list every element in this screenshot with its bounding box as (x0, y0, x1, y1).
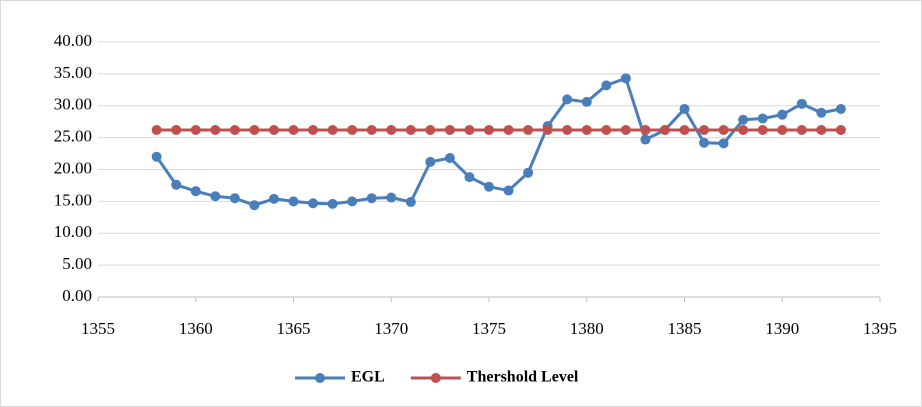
y-tick-label: 30.00 (54, 95, 92, 114)
data-point (249, 200, 260, 211)
y-tick-label: 10.00 (54, 222, 92, 241)
data-point (835, 103, 846, 114)
data-point (484, 124, 494, 135)
data-point (796, 124, 807, 135)
data-point (601, 80, 612, 91)
data-point (327, 198, 338, 209)
data-point (699, 137, 710, 148)
data-point (405, 197, 416, 208)
x-tick-label: 1360 (179, 319, 213, 338)
data-point (718, 124, 729, 135)
x-tick-label: 1385 (668, 319, 702, 338)
y-tick-label: 20.00 (54, 158, 92, 177)
x-tick-label: 1370 (374, 319, 408, 338)
data-point (229, 124, 240, 135)
data-point (796, 98, 807, 109)
data-point (464, 172, 475, 183)
data-point (190, 124, 201, 135)
data-point (210, 191, 221, 202)
data-point (699, 124, 710, 135)
data-point (523, 124, 534, 135)
data-point (347, 196, 358, 207)
data-point (835, 124, 846, 135)
data-point (581, 96, 592, 107)
y-tick-label: 5.00 (62, 254, 92, 273)
data-point (718, 138, 729, 149)
data-point (308, 124, 319, 135)
data-point (816, 107, 827, 118)
x-tick-label: 1355 (81, 319, 115, 338)
legend-text: Thershold Level (467, 369, 579, 386)
data-point (679, 103, 690, 114)
y-tick-label: 15.00 (54, 190, 92, 209)
data-point (327, 124, 338, 135)
data-point (171, 124, 182, 135)
data-point (679, 124, 690, 135)
data-point (151, 151, 162, 162)
data-point (405, 124, 416, 135)
data-point (288, 124, 299, 135)
data-point (757, 113, 768, 124)
data-point (308, 198, 319, 209)
data-point (640, 124, 651, 135)
data-point (777, 124, 788, 135)
legend-text: EGL (351, 369, 385, 386)
data-point (757, 124, 768, 135)
data-point (484, 181, 494, 192)
data-point (503, 124, 514, 135)
data-point (620, 124, 631, 135)
data-point (581, 124, 592, 135)
data-point (210, 124, 221, 135)
data-point (816, 124, 827, 135)
data-point (249, 124, 260, 135)
data-point (620, 73, 631, 84)
data-point (366, 124, 377, 135)
data-point (444, 153, 455, 164)
data-point (601, 124, 612, 135)
data-point (503, 185, 514, 196)
data-point (366, 193, 377, 204)
data-point (640, 134, 651, 145)
y-tick-label: 40.00 (54, 31, 92, 50)
data-point (171, 179, 182, 190)
data-point (562, 94, 573, 105)
data-point (425, 124, 436, 135)
legend-marker (430, 373, 441, 383)
data-point (542, 124, 553, 135)
data-point (777, 109, 788, 120)
data-point (425, 156, 436, 167)
x-tick-label: 1365 (277, 319, 311, 338)
data-point (738, 124, 749, 135)
x-tick-label: 1390 (765, 319, 799, 338)
data-point (444, 124, 455, 135)
data-point (190, 186, 201, 197)
data-point (738, 114, 749, 125)
data-point (562, 124, 573, 135)
x-tick-label: 1380 (570, 319, 604, 338)
y-tick-label: 25.00 (54, 127, 92, 146)
x-tick-label: 1375 (472, 319, 506, 338)
data-point (347, 124, 358, 135)
data-point (523, 167, 534, 178)
data-point (229, 193, 240, 204)
data-point (288, 196, 299, 207)
legend-marker (315, 373, 325, 383)
y-tick-label: 0.00 (62, 286, 92, 305)
data-point (151, 124, 162, 135)
data-point (386, 124, 397, 135)
data-point (268, 124, 279, 135)
data-point (386, 192, 397, 203)
x-tick-label: 1395 (863, 319, 897, 338)
data-point (268, 193, 279, 204)
data-point (659, 124, 670, 135)
data-point (464, 124, 475, 135)
y-tick-label: 35.00 (54, 63, 92, 82)
